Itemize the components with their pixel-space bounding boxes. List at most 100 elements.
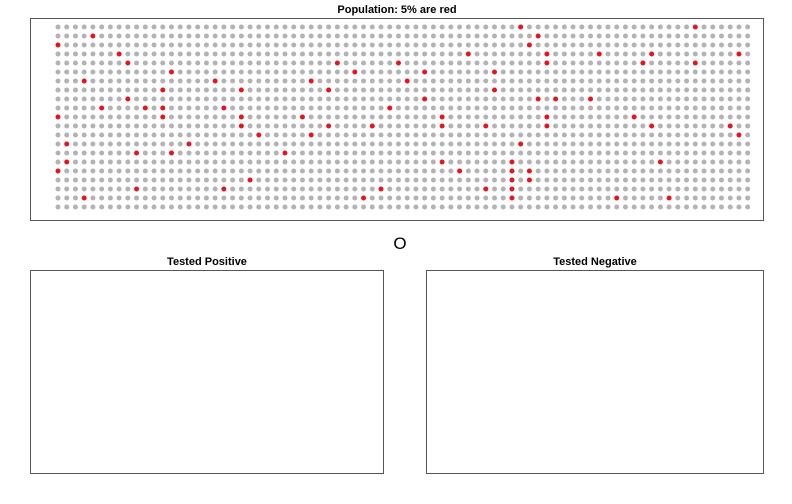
gray-dot — [657, 177, 663, 183]
gray-dot — [343, 60, 349, 66]
gray-dot — [125, 69, 131, 75]
gray-dot — [553, 168, 559, 174]
red-dot — [535, 96, 541, 102]
gray-dot — [509, 96, 515, 102]
gray-dot — [500, 150, 506, 156]
gray-dot — [649, 33, 655, 39]
gray-dot — [361, 87, 367, 93]
gray-dot — [186, 123, 192, 129]
red-dot — [526, 168, 532, 174]
gray-dot — [439, 105, 445, 111]
gray-dot — [553, 60, 559, 66]
gray-dot — [55, 195, 61, 201]
gray-dot — [614, 96, 620, 102]
gray-dot — [692, 105, 698, 111]
gray-dot — [160, 150, 166, 156]
gray-dot — [55, 78, 61, 84]
gray-dot — [718, 168, 724, 174]
gray-dot — [230, 186, 236, 192]
gray-dot — [474, 123, 480, 129]
gray-dot — [465, 204, 471, 210]
gray-dot — [430, 141, 436, 147]
gray-dot — [622, 87, 628, 93]
gray-dot — [736, 33, 742, 39]
gray-dot — [299, 132, 305, 138]
red-dot — [596, 51, 602, 57]
gray-dot — [588, 150, 594, 156]
gray-dot — [614, 51, 620, 57]
gray-dot — [692, 195, 698, 201]
gray-dot — [186, 69, 192, 75]
gray-dot — [387, 87, 393, 93]
gray-dot — [457, 60, 463, 66]
gray-dot — [666, 42, 672, 48]
gray-dot — [675, 114, 681, 120]
gray-dot — [404, 60, 410, 66]
gray-dot — [134, 114, 140, 120]
gray-dot — [448, 51, 454, 57]
gray-dot — [422, 42, 428, 48]
gray-dot — [518, 42, 524, 48]
gray-dot — [273, 150, 279, 156]
gray-dot — [518, 159, 524, 165]
gray-dot — [526, 195, 532, 201]
gray-dot — [579, 96, 585, 102]
gray-dot — [265, 114, 271, 120]
gray-dot — [55, 123, 61, 129]
gray-dot — [605, 123, 611, 129]
gray-dot — [90, 195, 96, 201]
gray-dot — [561, 51, 567, 57]
red-dot — [134, 186, 140, 192]
gray-dot — [116, 69, 122, 75]
gray-dot — [439, 24, 445, 30]
gray-dot — [256, 150, 262, 156]
gray-dot — [710, 123, 716, 129]
gray-dot — [125, 42, 131, 48]
gray-dot — [439, 195, 445, 201]
gray-dot — [631, 168, 637, 174]
gray-dot — [378, 78, 384, 84]
gray-dot — [404, 150, 410, 156]
gray-dot — [334, 159, 340, 165]
gray-dot — [622, 69, 628, 75]
gray-dot — [378, 177, 384, 183]
gray-dot — [500, 33, 506, 39]
gray-dot — [736, 123, 742, 129]
gray-dot — [378, 141, 384, 147]
gray-dot — [457, 69, 463, 75]
gray-dot — [596, 123, 602, 129]
red-dot — [727, 123, 733, 129]
gray-dot — [413, 168, 419, 174]
gray-dot — [395, 132, 401, 138]
gray-dot — [614, 159, 620, 165]
gray-dot — [561, 150, 567, 156]
gray-dot — [90, 87, 96, 93]
gray-dot — [657, 186, 663, 192]
population-title: Population: 5% are red — [337, 4, 457, 16]
red-dot — [160, 114, 166, 120]
gray-dot — [221, 24, 227, 30]
gray-dot — [535, 60, 541, 66]
red-dot — [55, 114, 61, 120]
gray-dot — [579, 78, 585, 84]
gray-dot — [308, 33, 314, 39]
gray-dot — [168, 132, 174, 138]
gray-dot — [177, 177, 183, 183]
gray-dot — [81, 177, 87, 183]
gray-dot — [718, 105, 724, 111]
gray-dot — [422, 123, 428, 129]
gray-dot — [596, 105, 602, 111]
gray-dot — [395, 204, 401, 210]
gray-dot — [195, 42, 201, 48]
gray-dot — [238, 141, 244, 147]
gray-dot — [422, 186, 428, 192]
gray-dot — [509, 114, 515, 120]
gray-dot — [675, 150, 681, 156]
gray-dot — [387, 177, 393, 183]
gray-dot — [483, 141, 489, 147]
gray-dot — [343, 69, 349, 75]
gray-dot — [299, 177, 305, 183]
gray-dot — [518, 150, 524, 156]
gray-dot — [221, 159, 227, 165]
gray-dot — [326, 186, 332, 192]
